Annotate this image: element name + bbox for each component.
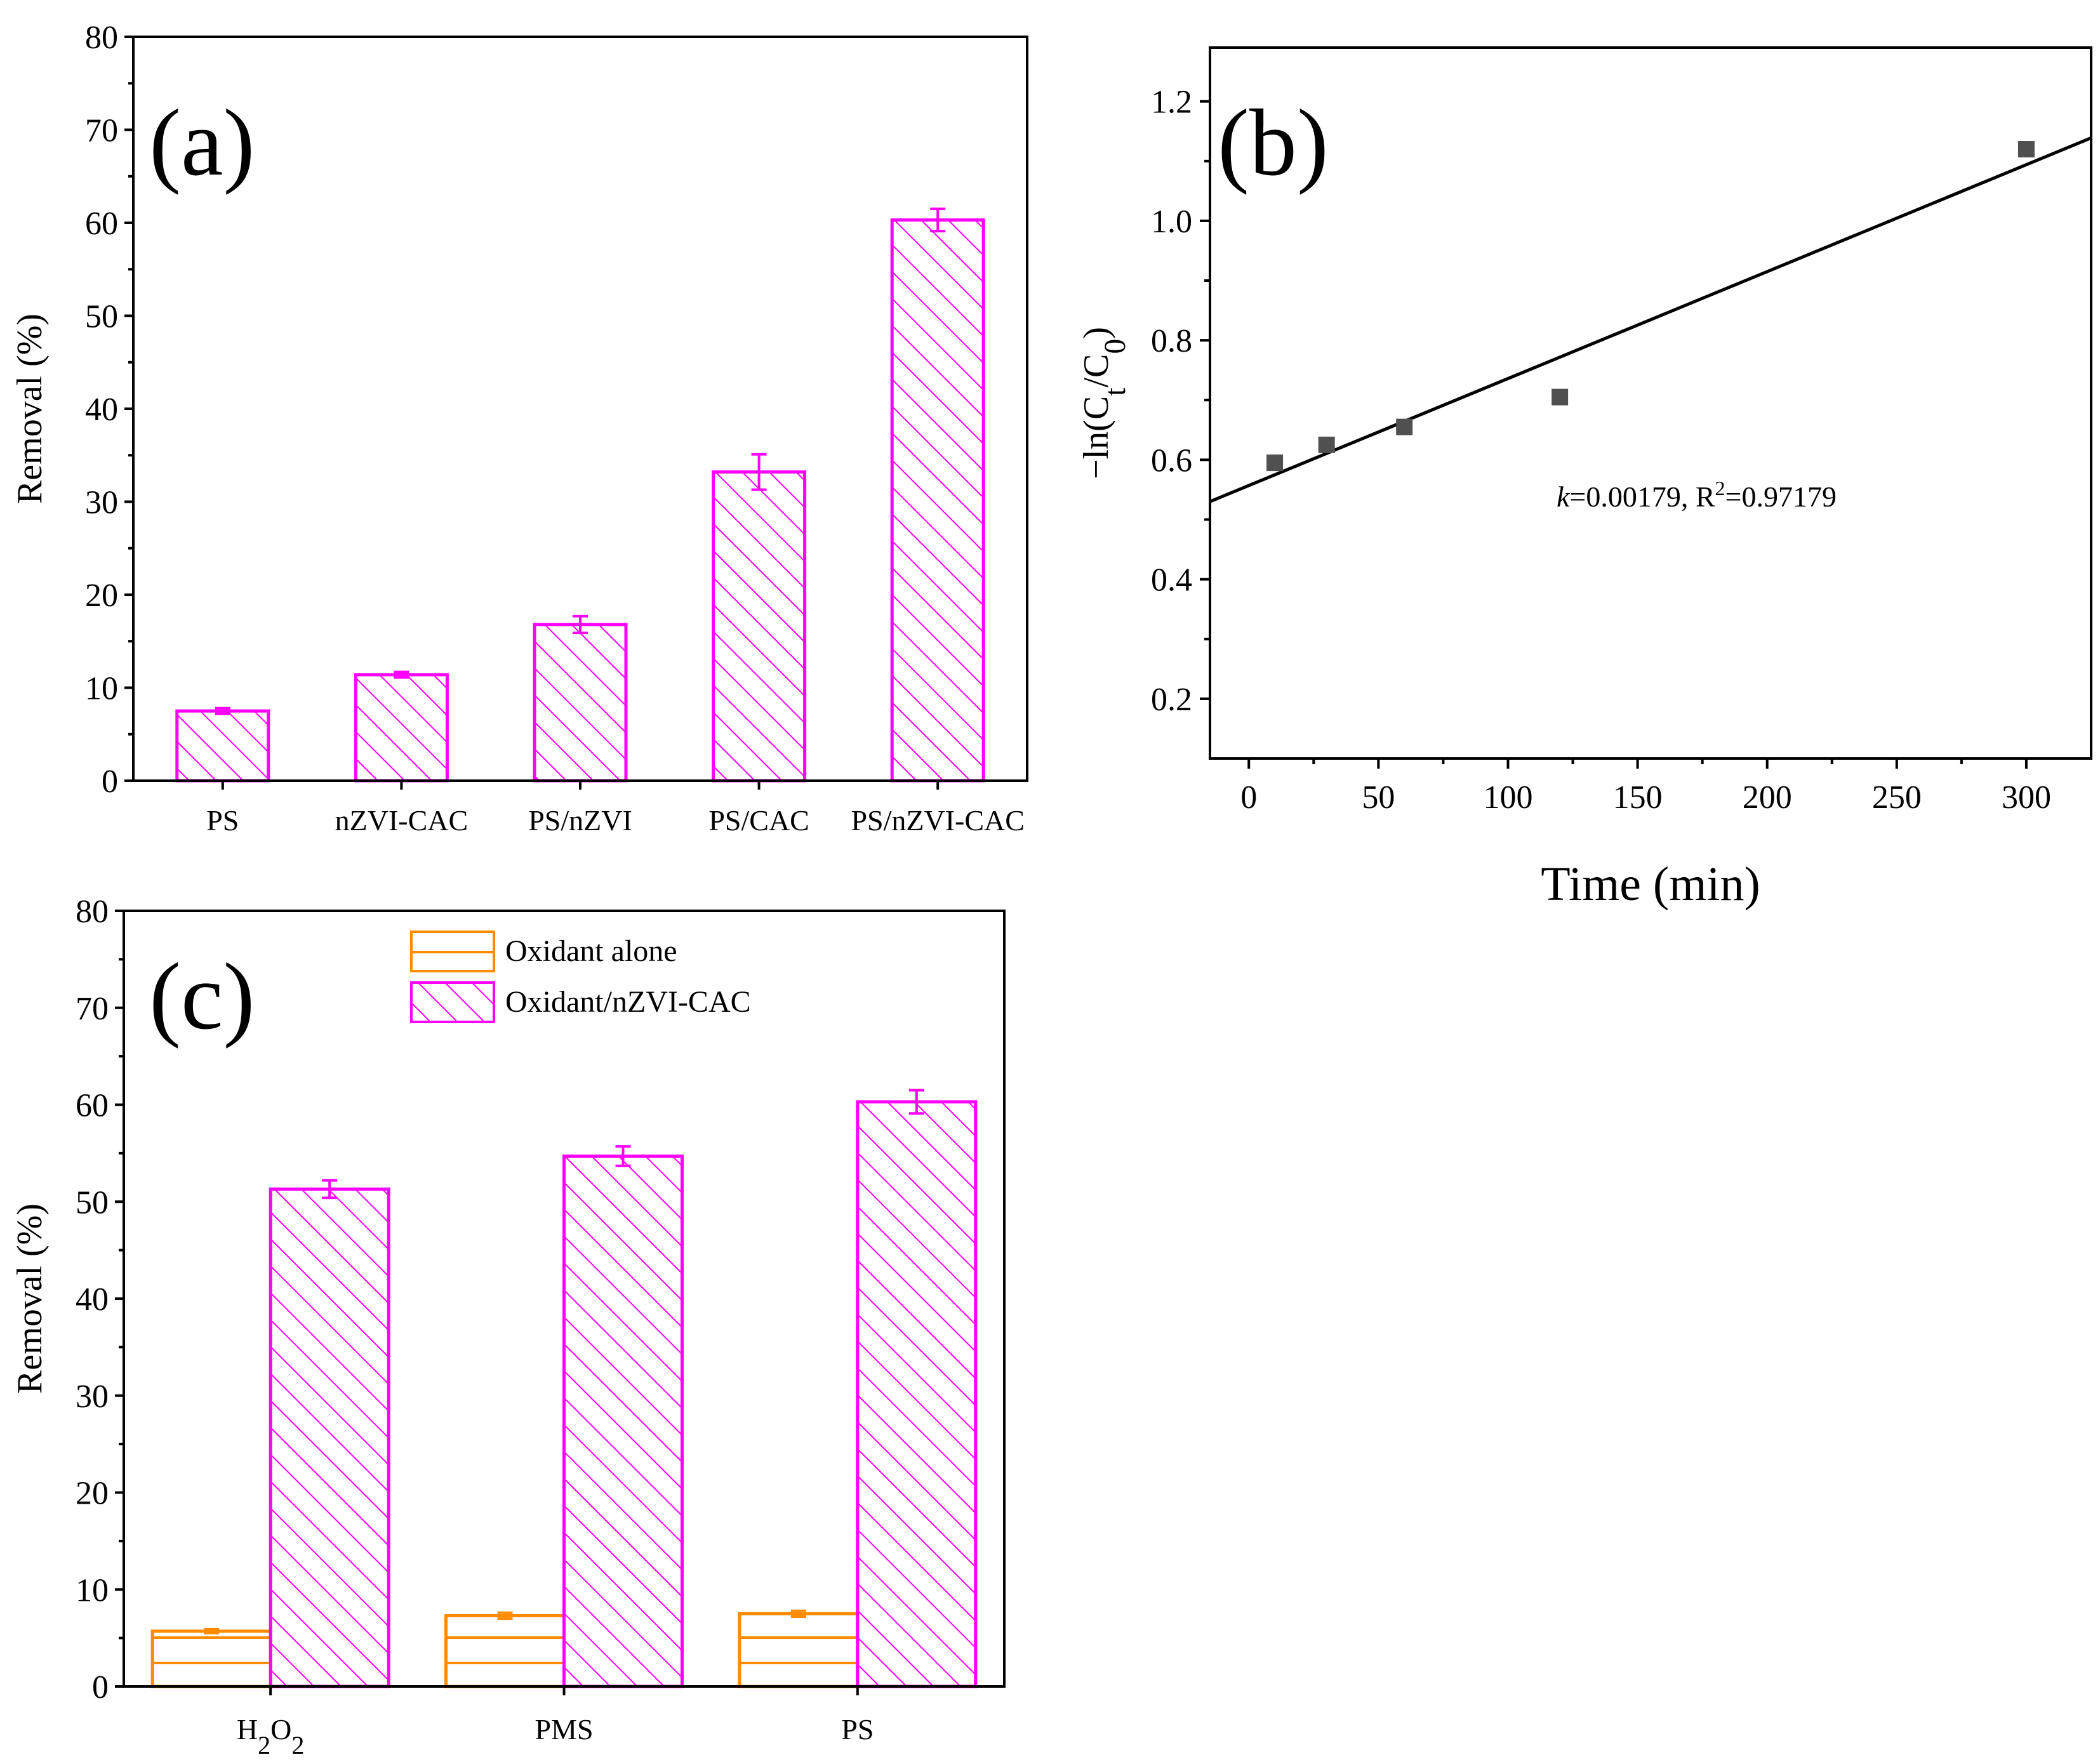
panel-b-axes-frame xyxy=(1209,46,2092,760)
panel-b-y-tick-label: 1.2 xyxy=(1151,84,1192,121)
panel-b-x-axis-label: Time (min) xyxy=(1541,858,1760,911)
legend-label-oxidant-alone: Oxidant alone xyxy=(505,934,677,968)
oxidant-alone-bar xyxy=(444,1613,566,1688)
panel-a-y-tick-label: 70 xyxy=(85,113,118,149)
panel-c-error-bar xyxy=(322,1179,338,1200)
panel-a-y-tick-label: 0 xyxy=(102,764,118,800)
panel-b-y-tick-label: 0.6 xyxy=(1151,442,1192,479)
panel-c-y-tick-label: 30 xyxy=(76,1379,109,1415)
legend: Oxidant alone Oxidant/nZVI-CAC xyxy=(410,931,751,1023)
panel-c-y-axis-label: Removal (%) xyxy=(10,1203,50,1394)
panel-a-bar xyxy=(533,623,628,783)
panel-b-y-tick-label: 0.4 xyxy=(1151,562,1192,599)
panel-a-label: (a) xyxy=(149,90,255,195)
panel-c-y-tick-label: 80 xyxy=(76,894,109,930)
panel-c-y-tick-label: 20 xyxy=(76,1476,109,1512)
panel-c-y-tick-label: 40 xyxy=(76,1282,109,1318)
panel-c-category-label: H2O2 xyxy=(237,1713,304,1759)
panel-a-bar xyxy=(712,470,807,783)
panel-b-x-tick-label: 50 xyxy=(1362,779,1395,816)
legend-label-oxidant-nzvi-cac: Oxidant/nZVI-CAC xyxy=(505,985,751,1019)
panel-b-x-tick-label: 150 xyxy=(1613,779,1663,816)
panel-a: 0 10 20 30 40 50 60 70 80 PS nZVI-CAC PS/nZVI PS/CAC… xyxy=(10,20,1028,837)
panel-c-y-tick-label: 0 xyxy=(92,1669,109,1706)
oxidant-nzvi-cac-bar xyxy=(856,1100,978,1688)
panel-b-y-tick-label: 0.2 xyxy=(1151,682,1192,718)
panel-a-y-tick-label: 10 xyxy=(85,671,118,707)
panel-a-axes-frame xyxy=(132,36,1028,782)
panel-a-error-bar xyxy=(930,208,946,233)
panel-a-y-axis-label: Removal (%) xyxy=(10,314,50,504)
legend-swatch-oxidant-alone xyxy=(410,931,495,972)
panel-c-axes-frame xyxy=(123,910,1006,1688)
data-point xyxy=(1318,436,1335,453)
panel-b-x-tick-label: 300 xyxy=(2002,779,2051,816)
panel-a-category-label: PS/CAC xyxy=(708,804,809,837)
panel-c-category-label: PS xyxy=(841,1713,874,1745)
panel-c-error-bar xyxy=(204,1627,220,1634)
panel-b-x-tick-label: 0 xyxy=(1240,779,1257,816)
panel-a-y-tick-label: 20 xyxy=(85,578,118,614)
panel-c-y-tick-label: 70 xyxy=(76,991,109,1027)
panel-b-x-tick-label: 200 xyxy=(1743,779,1792,816)
rate-constant-annotation: k=0.00179, R2=0.97179 xyxy=(1557,477,1837,513)
data-point xyxy=(1552,388,1569,406)
panel-b-label: (b) xyxy=(1218,90,1329,195)
panel-a-bar xyxy=(890,218,985,783)
panel-a-y-tick-label: 60 xyxy=(85,206,118,242)
panel-c-error-bar xyxy=(908,1089,924,1115)
panel-b-y-tick-label: 0.8 xyxy=(1151,323,1192,359)
panel-a-category-label: PS/nZVI-CAC xyxy=(851,804,1024,837)
panel-b: 0 50 100 150 200 250 300 0.2 0.4 0.6 0.8 1.0 1.2 (b)… xyxy=(1077,46,2092,911)
panel-c-error-bar xyxy=(615,1145,631,1167)
panel-a-error-bar xyxy=(751,453,767,491)
panel-c-error-bar xyxy=(497,1611,513,1620)
panel-a-bar xyxy=(175,709,270,783)
panel-a-y-tick-label: 50 xyxy=(85,299,118,335)
panel-c-error-bar xyxy=(790,1609,806,1619)
data-point xyxy=(1396,418,1413,435)
panel-a-category-label: PS/nZVI xyxy=(528,804,632,837)
panel-a-y-tick-label: 30 xyxy=(85,485,118,521)
panel-c: 0 10 20 30 40 50 60 70 80 H2O2 PMS PS (c) Removal (… xyxy=(10,894,1006,1759)
panel-c-y-tick-label: 60 xyxy=(76,1088,109,1124)
panel-b-y-tick-label: 1.0 xyxy=(1151,204,1192,240)
panel-a-bar xyxy=(354,673,449,783)
data-point xyxy=(2017,141,2035,157)
panel-b-y-axis-label: −ln(Ct/C0) xyxy=(1077,327,1132,479)
oxidant-alone-bar xyxy=(738,1612,860,1688)
oxidant-alone-bar xyxy=(150,1629,272,1688)
legend-swatch-oxidant-nzvi-cac xyxy=(410,981,495,1023)
oxidant-nzvi-cac-bar xyxy=(269,1187,390,1688)
panel-a-error-bar xyxy=(573,614,588,635)
panel-c-category-label: PMS xyxy=(535,1713,593,1745)
panel-b-x-tick-label: 250 xyxy=(1872,779,1922,816)
panel-a-category-label: nZVI-CAC xyxy=(335,804,469,837)
panel-a-category-label: PS xyxy=(206,804,239,837)
panel-c-y-tick-label: 10 xyxy=(76,1572,109,1608)
data-point xyxy=(1266,454,1284,472)
panel-a-error-bar xyxy=(394,670,409,679)
panel-a-error-bar xyxy=(215,706,230,715)
panel-a-y-tick-label: 80 xyxy=(85,20,118,56)
panel-b-x-tick-label: 100 xyxy=(1483,779,1532,816)
panel-c-label: (c) xyxy=(149,944,255,1049)
panel-a-y-tick-label: 40 xyxy=(85,392,118,428)
oxidant-nzvi-cac-bar xyxy=(562,1154,684,1688)
panel-c-y-tick-label: 50 xyxy=(76,1184,109,1221)
fit-line xyxy=(1210,136,2091,503)
